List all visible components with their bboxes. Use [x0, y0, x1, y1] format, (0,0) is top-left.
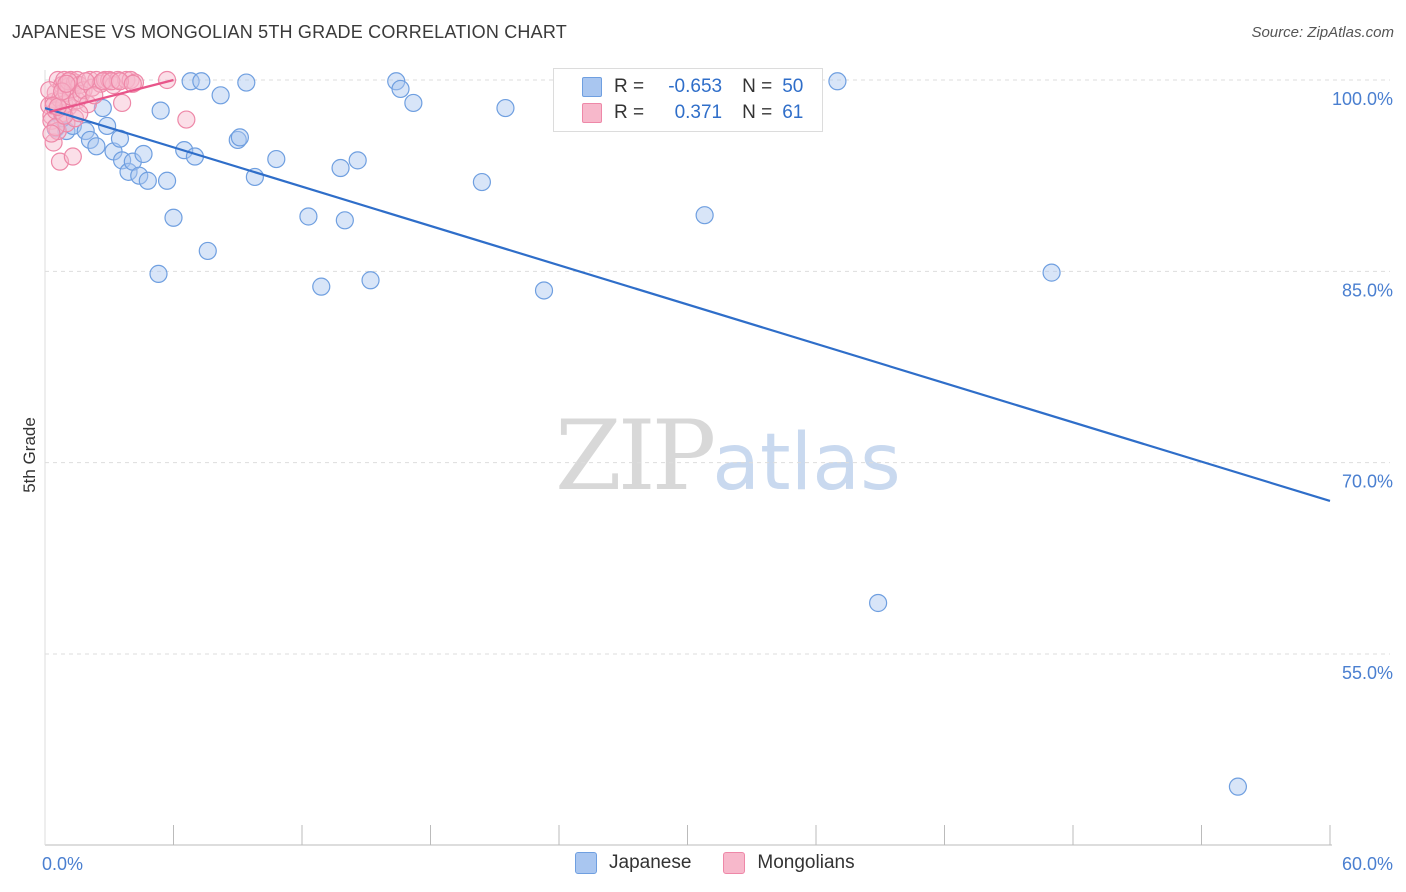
japanese-point — [87, 137, 106, 156]
japanese-point — [130, 166, 149, 185]
legend-r-value: 0.371 — [674, 102, 723, 123]
legend-swatch-mongolian — [582, 103, 602, 123]
japanese-point — [134, 144, 153, 164]
legend-item-mongolians[interactable]: Mongolians — [723, 852, 855, 874]
japanese-point — [1228, 777, 1248, 796]
japanese-point — [164, 208, 183, 227]
japanese-point — [181, 72, 200, 91]
japanese-point — [348, 151, 367, 170]
watermark-zip: ZIP — [555, 400, 716, 512]
japanese-point — [869, 593, 888, 613]
x-tick-label-min: 0.0% — [42, 854, 83, 874]
japanese-point — [267, 149, 286, 169]
mongolian-point — [177, 110, 196, 129]
legend-swatch-japanese — [575, 852, 597, 874]
japanese-point — [149, 264, 168, 283]
trend-lines — [44, 78, 1331, 502]
japanese-point — [1042, 263, 1061, 282]
japanese-point — [228, 130, 247, 150]
japanese-point — [391, 79, 410, 99]
legend-r-label: R = — [614, 76, 645, 97]
japanese-points — [46, 72, 1248, 796]
japanese-point — [496, 98, 515, 118]
chart-title: JAPANESE VS MONGOLIAN 5TH GRADE CORRELAT… — [12, 22, 567, 42]
japanese-point — [93, 98, 112, 118]
mongolian-point — [57, 74, 76, 93]
japanese-point — [138, 171, 157, 190]
legend-item-japanese[interactable]: Japanese — [575, 852, 691, 874]
japanese-point — [534, 281, 554, 300]
mongolian-trend-line — [49, 78, 174, 113]
japanese-point — [472, 172, 491, 192]
japanese-point — [299, 207, 318, 226]
japanese-point — [151, 101, 170, 120]
series-legend: Japanese Mongolians — [575, 852, 887, 874]
mongolian-point — [63, 147, 82, 166]
legend-label-mongolians: Mongolians — [757, 852, 855, 873]
y-tick-label: 70.0% — [1342, 472, 1393, 492]
legend-n-value: 61 — [782, 102, 804, 123]
source-label: Source: ZipAtlas.com — [1251, 24, 1394, 41]
legend-r-label: R = — [614, 102, 645, 123]
japanese-point — [157, 171, 177, 190]
mongolian-point — [112, 93, 132, 113]
y-tick-label: 85.0% — [1342, 280, 1393, 300]
japanese-point — [828, 72, 847, 91]
y-tick-label: 100.0% — [1332, 89, 1393, 109]
japanese-point — [335, 211, 354, 230]
legend-label-japanese: Japanese — [609, 852, 692, 873]
correlation-legend: R = -0.653 N = 50 R = 0.371 N = 61 — [553, 68, 823, 132]
grid-lines — [45, 79, 1390, 655]
japanese-point — [404, 93, 423, 113]
legend-r-value: -0.653 — [668, 76, 723, 97]
japanese-point — [695, 206, 714, 225]
y-axis-label: 5th Grade — [20, 417, 39, 493]
japanese-point — [192, 72, 211, 91]
japanese-point — [119, 162, 138, 181]
x-tick-label-max: 60.0% — [1342, 854, 1393, 874]
japanese-point — [312, 277, 331, 296]
legend-swatch-japanese — [582, 77, 602, 97]
japanese-point — [331, 158, 350, 178]
legend-n-label: N = — [742, 102, 773, 123]
japanese-point — [230, 128, 249, 147]
japanese-point — [211, 86, 230, 105]
japanese-trend-line — [44, 107, 1331, 502]
legend-n-value: 50 — [782, 76, 804, 97]
japanese-point — [198, 241, 217, 261]
mongolian-point — [157, 70, 177, 90]
legend-row-mongolian: R = 0.371 N = 61 — [582, 100, 803, 126]
mongolian-point — [123, 74, 142, 93]
mongolian-points — [40, 70, 196, 171]
axis-labels: 100.0% 85.0% 70.0% 55.0% 0.0% 60.0% 5th Grade — [20, 89, 1393, 874]
legend-row-japanese: R = -0.653 N = 50 — [582, 74, 803, 100]
japanese-point — [237, 73, 256, 92]
japanese-point — [76, 121, 95, 141]
axes — [44, 70, 1332, 846]
legend-n-label: N = — [742, 76, 773, 97]
mongolian-point — [42, 124, 61, 143]
japanese-point — [361, 271, 380, 290]
legend-swatch-mongolians — [723, 852, 746, 874]
y-tick-label: 55.0% — [1342, 663, 1393, 683]
